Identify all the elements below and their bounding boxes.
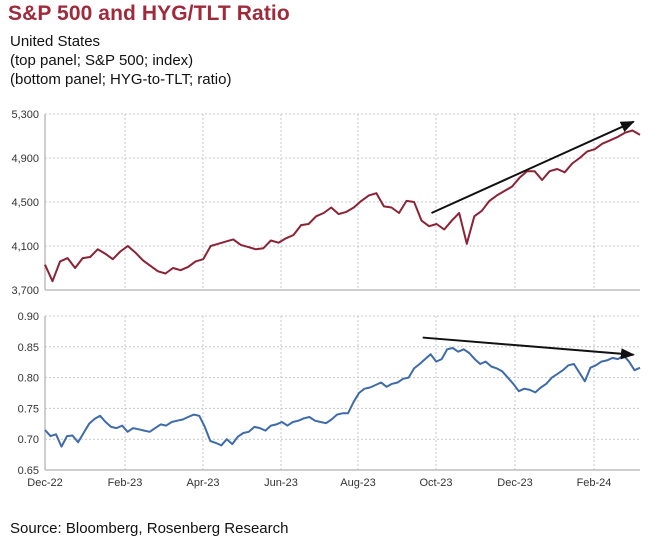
subtitle-bottom-panel: (bottom panel; HYG-to-TLT; ratio) bbox=[10, 71, 232, 88]
trend-arrow-up bbox=[431, 120, 635, 214]
y-tick-label: 0.65 bbox=[18, 465, 39, 477]
x-tick-label: Apr-23 bbox=[186, 477, 219, 489]
x-tick-label: Dec-23 bbox=[497, 477, 532, 489]
subtitle-country: United States bbox=[10, 33, 101, 50]
x-tick-label: Aug-23 bbox=[340, 477, 375, 489]
y-tick-label: 0.90 bbox=[18, 311, 39, 323]
y-tick-label: 0.80 bbox=[18, 373, 39, 385]
y-tick-label: 4,500 bbox=[11, 197, 39, 209]
hyg-tlt-ratio-line bbox=[44, 347, 641, 448]
y-tick-label: 5,300 bbox=[11, 109, 39, 121]
source-note: Source: Bloomberg, Rosenberg Research bbox=[10, 520, 289, 537]
y-tick-label: 4,100 bbox=[11, 241, 39, 253]
y-tick-label: 3,700 bbox=[11, 285, 39, 297]
y-tick-label: 0.75 bbox=[18, 403, 39, 415]
sp500-line bbox=[44, 129, 641, 283]
chart-title: S&P 500 and HYG/TLT Ratio bbox=[8, 2, 290, 25]
y-tick-label: 0.70 bbox=[18, 434, 39, 446]
x-tick-label: Dec-22 bbox=[27, 477, 62, 489]
subtitle-top-panel: (top panel; S&P 500; index) bbox=[10, 52, 194, 69]
x-tick-label: Jun-23 bbox=[264, 477, 298, 489]
x-tick-label: Oct-23 bbox=[419, 477, 452, 489]
trend-arrow-down bbox=[422, 336, 635, 360]
x-tick-label: Feb-23 bbox=[108, 477, 143, 489]
y-tick-label: 0.85 bbox=[18, 342, 39, 354]
x-tick-label: Feb-24 bbox=[577, 477, 612, 489]
y-tick-label: 4,900 bbox=[11, 153, 39, 165]
